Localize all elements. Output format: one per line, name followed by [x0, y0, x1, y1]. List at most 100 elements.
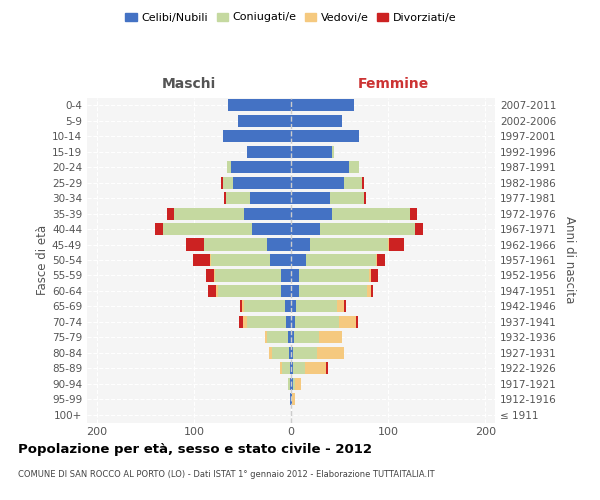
Bar	[239, 316, 244, 328]
Bar	[295, 316, 338, 328]
Bar	[291, 316, 295, 328]
Bar	[281, 285, 291, 297]
Y-axis label: Fasce di età: Fasce di età	[36, 225, 49, 295]
Bar	[299, 270, 369, 281]
Bar	[389, 238, 404, 250]
Bar	[291, 347, 293, 359]
Bar	[227, 161, 231, 173]
Bar	[291, 378, 293, 390]
Bar	[320, 223, 415, 235]
Y-axis label: Anni di nascita: Anni di nascita	[563, 216, 576, 304]
Bar	[367, 285, 371, 297]
Bar	[231, 161, 291, 173]
Bar	[290, 393, 291, 406]
Bar	[410, 208, 417, 220]
Bar	[310, 238, 388, 250]
Bar	[291, 254, 305, 266]
Bar	[224, 192, 226, 204]
Bar	[247, 146, 291, 158]
Bar	[282, 362, 290, 374]
Bar	[267, 332, 288, 344]
Bar	[247, 316, 286, 328]
Legend: Celibi/Nubili, Coniugati/e, Vedovi/e, Divorziati/e: Celibi/Nubili, Coniugati/e, Vedovi/e, Di…	[121, 8, 461, 27]
Bar	[193, 254, 211, 266]
Bar	[286, 316, 291, 328]
Bar	[280, 362, 282, 374]
Bar	[244, 300, 285, 312]
Bar	[371, 285, 373, 297]
Bar	[291, 146, 332, 158]
Bar	[332, 208, 410, 220]
Bar	[281, 270, 291, 281]
Bar	[155, 223, 163, 235]
Bar	[344, 176, 362, 188]
Text: COMUNE DI SAN ROCCO AL PORTO (LO) - Dati ISTAT 1° gennaio 2012 - Elaborazione TU: COMUNE DI SAN ROCCO AL PORTO (LO) - Dati…	[18, 470, 434, 479]
Bar	[293, 378, 295, 390]
Bar	[291, 238, 310, 250]
Bar	[288, 378, 290, 390]
Bar	[218, 285, 281, 297]
Bar	[299, 285, 367, 297]
Bar	[369, 270, 371, 281]
Bar	[330, 192, 364, 204]
Bar	[291, 208, 332, 220]
Bar	[291, 130, 359, 142]
Bar	[332, 146, 334, 158]
Bar	[214, 270, 215, 281]
Bar	[269, 254, 291, 266]
Bar	[377, 254, 385, 266]
Bar	[233, 176, 291, 188]
Bar	[203, 238, 267, 250]
Bar	[272, 347, 289, 359]
Bar	[362, 176, 364, 188]
Bar	[223, 130, 291, 142]
Bar	[215, 270, 281, 281]
Text: Femmine: Femmine	[358, 78, 428, 92]
Bar	[291, 300, 296, 312]
Bar	[252, 223, 291, 235]
Bar	[290, 362, 291, 374]
Bar	[265, 332, 267, 344]
Bar	[291, 176, 344, 188]
Bar	[206, 270, 214, 281]
Bar	[291, 99, 354, 112]
Bar	[267, 238, 291, 250]
Text: Maschi: Maschi	[162, 78, 216, 92]
Text: Popolazione per età, sesso e stato civile - 2012: Popolazione per età, sesso e stato civil…	[18, 442, 372, 456]
Bar	[291, 393, 292, 406]
Bar	[292, 393, 295, 406]
Bar	[163, 223, 252, 235]
Bar	[291, 362, 293, 374]
Bar	[238, 114, 291, 127]
Bar	[216, 285, 218, 297]
Bar	[305, 362, 326, 374]
Bar	[295, 378, 301, 390]
Bar	[364, 192, 366, 204]
Bar	[175, 208, 244, 220]
Bar	[338, 316, 356, 328]
Bar	[244, 208, 291, 220]
Bar	[285, 300, 291, 312]
Bar	[293, 347, 317, 359]
Bar	[293, 362, 305, 374]
Bar	[223, 176, 233, 188]
Bar	[288, 332, 291, 344]
Bar	[415, 223, 423, 235]
Bar	[291, 114, 341, 127]
Bar	[356, 316, 358, 328]
Bar	[337, 300, 344, 312]
Bar	[294, 332, 319, 344]
Bar	[344, 300, 346, 312]
Bar	[291, 161, 349, 173]
Bar	[305, 254, 376, 266]
Bar	[250, 192, 291, 204]
Bar	[317, 347, 344, 359]
Bar	[269, 347, 272, 359]
Bar	[319, 332, 343, 344]
Bar	[376, 254, 377, 266]
Bar	[388, 238, 389, 250]
Bar	[241, 300, 242, 312]
Bar	[291, 270, 299, 281]
Bar	[291, 332, 294, 344]
Bar	[291, 192, 330, 204]
